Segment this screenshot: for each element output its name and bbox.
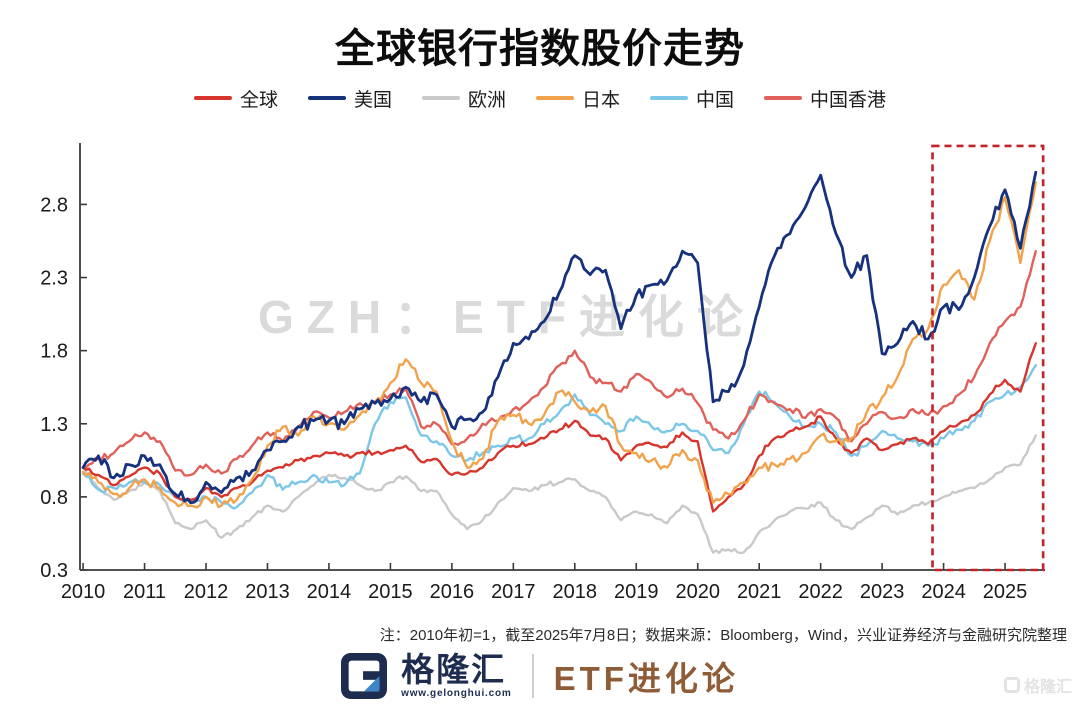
legend-item-5: 中国香港 <box>764 85 886 112</box>
x-tick-label: 2023 <box>860 581 905 603</box>
chart-title: 全球银行指数股价走势 <box>335 27 745 71</box>
x-tick-label: 2024 <box>921 581 966 603</box>
y-tick-label: 2.3 <box>40 268 68 290</box>
highlight-box <box>931 144 1045 572</box>
program-name: ETF进化论 <box>553 660 739 697</box>
legend-swatch-icon <box>193 96 232 100</box>
source-note: 注：2010年初=1，截至2025年7月8日；数据来源：Bloomberg，Wi… <box>379 627 1067 644</box>
footer-divider <box>531 654 534 698</box>
legend-swatch-icon <box>307 96 346 100</box>
brand-name: 格隆汇 <box>401 651 507 688</box>
legend-swatch-icon <box>536 96 574 100</box>
legend-item-0: 全球 <box>193 85 278 112</box>
x-tick-label: 2016 <box>430 581 475 603</box>
y-tick-label: 0.3 <box>40 560 68 582</box>
x-tick-label: 2015 <box>368 581 413 603</box>
series-line-4 <box>81 364 1038 510</box>
x-tick-label: 2021 <box>737 581 782 603</box>
legend-swatch-icon <box>764 96 803 100</box>
x-tick-label: 2018 <box>553 581 598 603</box>
legend-swatch-icon <box>421 96 460 100</box>
x-tick-label: 2011 <box>123 581 166 603</box>
series-line-3 <box>81 181 1038 509</box>
legend-label: 中国 <box>696 89 735 111</box>
footer-brand-bar: 格隆汇 www.gelonghui.com ETF进化论 <box>0 650 1080 702</box>
brand-block: 格隆汇 www.gelonghui.com <box>401 653 511 699</box>
x-tick-label: 2022 <box>798 581 843 603</box>
corner-watermark: 格隆汇 <box>1003 673 1072 697</box>
center-watermark: GZH：ETF进化论 <box>258 291 756 343</box>
brand-url: www.gelonghui.com <box>401 688 512 699</box>
series-line-1 <box>81 170 1038 505</box>
y-tick-label: 1.8 <box>40 341 68 363</box>
series-line-2 <box>81 434 1038 555</box>
legend-label: 美国 <box>353 89 392 111</box>
x-tick-label: 2012 <box>184 581 229 603</box>
legend-label: 中国香港 <box>810 89 887 111</box>
y-tick-label: 0.8 <box>40 487 68 509</box>
gelonghui-mini-logo-icon <box>1003 677 1020 693</box>
series-line-0 <box>81 342 1038 513</box>
legend-swatch-icon <box>650 96 689 100</box>
series-line-5 <box>81 249 1038 477</box>
x-tick-label: 2017 <box>491 581 536 603</box>
chart-legend: 全球 美国 欧洲 日本 中国 中国香港 <box>0 84 1080 112</box>
x-tick-label: 2025 <box>983 581 1028 603</box>
legend-item-3: 日本 <box>536 85 620 112</box>
legend-item-2: 欧洲 <box>421 85 506 112</box>
legend-label: 欧洲 <box>467 89 506 111</box>
x-tick-label: 2014 <box>307 581 352 603</box>
legend-item-1: 美国 <box>307 85 392 112</box>
legend-item-4: 中国 <box>650 85 734 112</box>
y-tick-label: 2.8 <box>40 194 68 216</box>
x-tick-label: 2020 <box>675 581 720 603</box>
legend-label: 全球 <box>239 89 278 111</box>
y-tick-label: 1.3 <box>40 414 68 436</box>
x-tick-label: 2019 <box>614 581 659 603</box>
gelonghui-logo-icon <box>341 653 388 699</box>
x-tick-label: 2013 <box>245 581 290 603</box>
corner-watermark-text: 格隆汇 <box>1023 679 1072 696</box>
legend-label: 日本 <box>582 89 621 111</box>
x-tick-label: 2010 <box>61 581 106 603</box>
